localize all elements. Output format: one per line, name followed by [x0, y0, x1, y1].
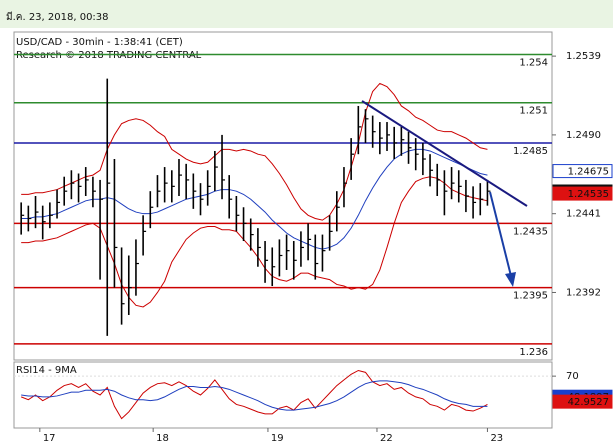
x-tick-label: 23 — [490, 433, 503, 444]
level-label: 1.251 — [519, 106, 548, 117]
forecast-arrow — [489, 191, 512, 277]
x-tick-label: 18 — [156, 433, 169, 444]
trend-line — [361, 100, 528, 207]
chart-title: USD/CAD - 30min - 1:38:41 (CET) — [16, 37, 183, 48]
indicator-line — [21, 176, 488, 308]
chart-subtitle: Research © 2018 TRADING CENTRAL — [16, 50, 202, 61]
x-tick-label: 17 — [43, 433, 56, 444]
price-panel — [13, 31, 553, 361]
rsi-line — [20, 369, 488, 420]
y-tick-label: 1.2392 — [566, 287, 601, 298]
level-label: 1.2435 — [513, 226, 548, 237]
price-tag — [552, 186, 613, 201]
price-tag — [552, 164, 613, 179]
level-label: 1.2485 — [513, 146, 548, 157]
y-tick-label: 1.2539 — [566, 51, 601, 62]
indicator-line — [21, 82, 488, 221]
level-label: 1.236 — [519, 347, 548, 358]
y-tick-label: 70 — [566, 371, 579, 382]
header-bar — [0, 0, 613, 28]
rsi-line — [21, 380, 488, 411]
rsi-title: RSI14 - 9MA — [16, 365, 77, 376]
forecast-arrow-head — [505, 272, 516, 287]
header-date: มี.ค. 23, 2018, 00:38 — [6, 11, 109, 23]
price-tag — [552, 394, 613, 409]
price-tag-label: 42.9527 — [568, 397, 609, 408]
price-tag-label: 1.24535 — [568, 189, 609, 200]
rsi-panel — [13, 361, 553, 429]
y-tick-label: 1.2441 — [566, 209, 601, 220]
level-label: 1.2395 — [513, 291, 548, 302]
plot-layer: 1.2539 1.2490 1.2441 1.2392 17 18 19 22 23 1.254 1… — [14, 51, 613, 444]
indicator-line — [21, 148, 488, 250]
x-tick-label: 19 — [271, 433, 284, 444]
price-tag-label: 1.24675 — [568, 167, 609, 178]
level-label: 1.254 — [519, 58, 548, 69]
x-tick-label: 22 — [380, 433, 393, 444]
y-tick-label: 1.2490 — [566, 130, 601, 141]
